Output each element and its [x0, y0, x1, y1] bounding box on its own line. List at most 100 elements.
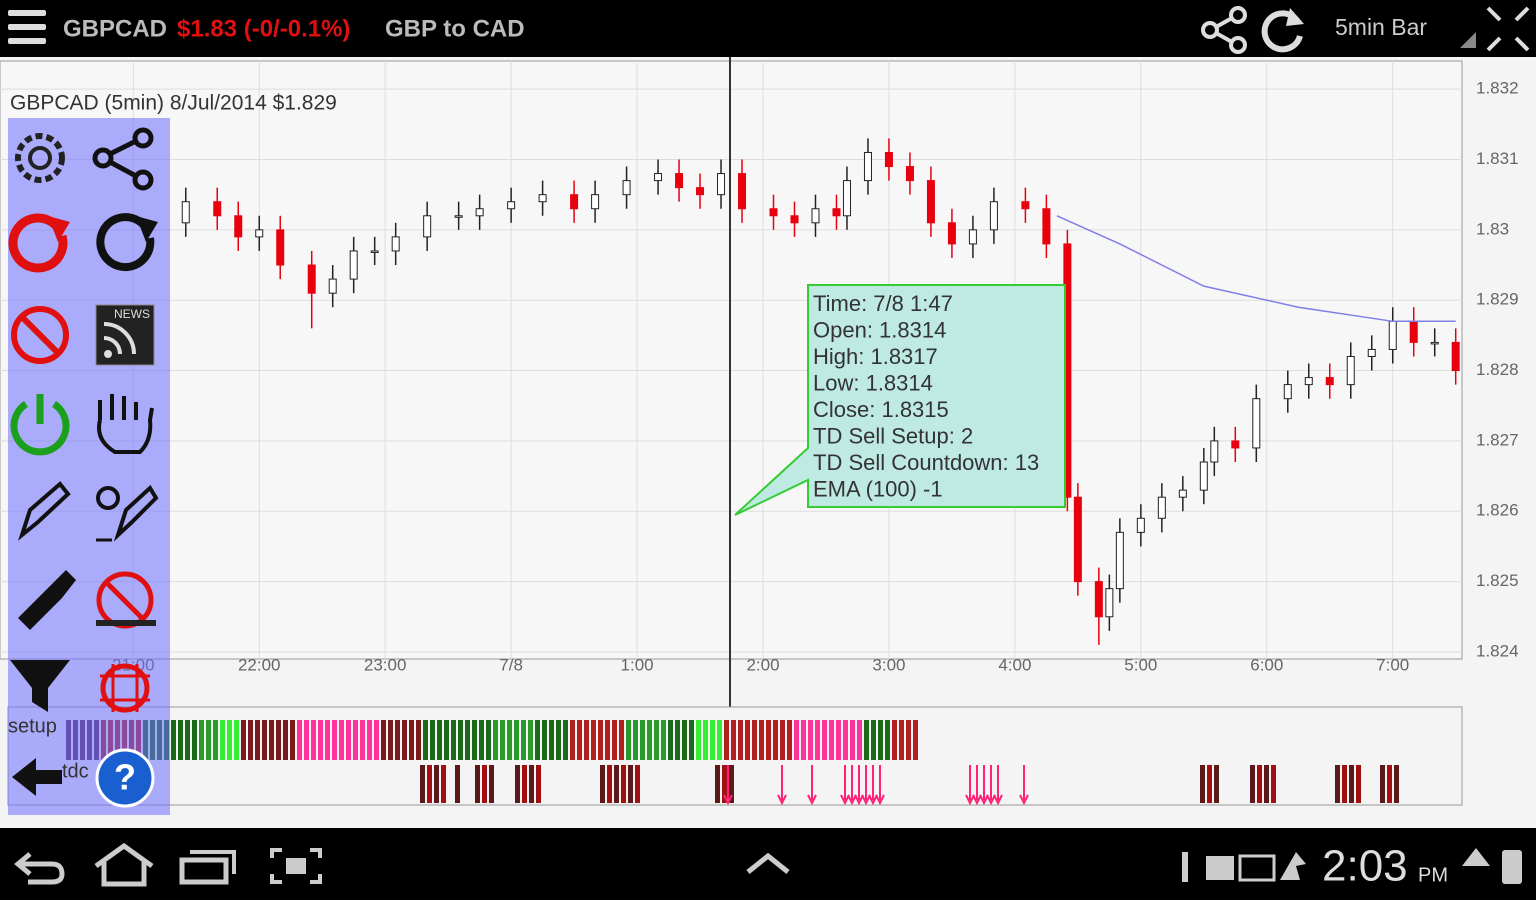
- refresh-icon[interactable]: [96, 213, 158, 272]
- nav-home[interactable]: [94, 842, 154, 887]
- no-flash-icon[interactable]: [96, 571, 156, 629]
- refresh-red-icon[interactable]: [8, 213, 70, 273]
- candle-body: [1105, 588, 1114, 618]
- countdown-bar: [729, 765, 734, 803]
- indicator-bar: [598, 720, 603, 760]
- indicator-bar: [388, 720, 393, 760]
- hand-icon[interactable]: [97, 394, 154, 454]
- countdown-bar: [420, 765, 425, 803]
- candle-body: [1252, 398, 1261, 449]
- candle-body: [622, 180, 631, 196]
- countdown-bar: [441, 765, 446, 803]
- countdown-bar: [607, 765, 612, 803]
- nav-up[interactable]: [746, 852, 790, 874]
- filter-icon[interactable]: [10, 660, 70, 712]
- indicator-bar: [682, 720, 687, 760]
- pencil-target-icon[interactable]: [96, 484, 159, 542]
- indicator-bar: [871, 720, 876, 760]
- pencil-icon[interactable]: [18, 481, 71, 541]
- share-icon[interactable]: [92, 127, 154, 191]
- countdown-bar: [1207, 765, 1212, 803]
- tooltip-line: TD Sell Setup: 2: [813, 423, 973, 448]
- candle-body: [538, 194, 547, 203]
- countdown-bar: [427, 765, 432, 803]
- candle-body: [947, 222, 956, 245]
- candle-body: [832, 208, 841, 217]
- countdown-bar: [515, 765, 520, 803]
- candle-body: [307, 264, 316, 294]
- countdown-arrow: [723, 765, 733, 806]
- bar-selector[interactable]: 5min Bar: [1335, 14, 1427, 40]
- tooltip-line: Low: 1.8314: [813, 370, 933, 395]
- nav-recent[interactable]: [179, 850, 236, 885]
- share-button[interactable]: [1201, 6, 1247, 54]
- candle-body: [475, 208, 484, 217]
- indicator-bar: [899, 720, 904, 760]
- news-icon[interactable]: NEWS: [95, 304, 155, 366]
- countdown-arrow: [993, 765, 1003, 806]
- countdown-bar: [1250, 765, 1255, 803]
- indicator-bar: [801, 720, 806, 760]
- candle-body: [1451, 341, 1460, 372]
- nav-screenshot[interactable]: [270, 848, 322, 884]
- fullscreen-button[interactable]: [1486, 6, 1530, 52]
- indicator-bar: [171, 720, 176, 760]
- indicator-bar: [661, 720, 666, 760]
- indicator-bar: [857, 720, 862, 760]
- indicator-bar: [255, 720, 260, 760]
- power-icon[interactable]: [10, 394, 70, 456]
- indicator-bar: [241, 720, 246, 760]
- y-tick-label: 1.829: [1476, 290, 1519, 309]
- menu-button[interactable]: [8, 10, 46, 44]
- nav-back[interactable]: [14, 852, 65, 885]
- countdown-bar: [614, 765, 619, 803]
- tooltip-line: High: 1.8317: [813, 344, 938, 369]
- countdown-arrow: [861, 765, 871, 806]
- countdown-bar: [628, 765, 633, 803]
- status-icons: [1182, 848, 1522, 884]
- refresh-button[interactable]: [1261, 8, 1304, 53]
- x-tick-label: 3:00: [872, 655, 905, 674]
- indicator-bar: [647, 720, 652, 760]
- help-icon[interactable]: ?: [95, 748, 155, 808]
- indicator-bar: [444, 720, 449, 760]
- candle-body: [1073, 496, 1082, 583]
- countdown-bar: [1380, 765, 1385, 803]
- indicator-bar: [906, 720, 911, 760]
- candle-body: [591, 194, 600, 210]
- indicator-bar: [290, 720, 295, 760]
- indicator-bar: [759, 720, 764, 760]
- back-icon[interactable]: [12, 758, 62, 796]
- candle-body: [811, 208, 820, 224]
- indicator-bar: [423, 720, 428, 760]
- indicator-bar: [864, 720, 869, 760]
- candle-body: [1210, 440, 1219, 463]
- indicator-bar: [794, 720, 799, 760]
- candle-body: [370, 250, 379, 253]
- candle-body: [989, 201, 998, 231]
- indicator-bar: [416, 720, 421, 760]
- countdown-bar: [489, 765, 494, 803]
- candle-body: [790, 215, 799, 224]
- candle-body: [276, 229, 285, 266]
- no-news-icon[interactable]: [11, 306, 69, 364]
- indicator-bar: [486, 720, 491, 760]
- x-tick-label: 23:00: [364, 655, 407, 674]
- countdown-arrow: [777, 765, 787, 806]
- indicator-bar: [227, 720, 232, 760]
- settings-icon[interactable]: [15, 133, 65, 183]
- nav-bar: [0, 828, 1536, 900]
- ema-line: [1056, 215, 1456, 323]
- indicator-bar: [591, 720, 596, 760]
- no-grid-icon[interactable]: [100, 663, 150, 713]
- flashlight-icon[interactable]: [18, 570, 76, 630]
- indicator-bar: [710, 720, 715, 760]
- candle-body: [926, 180, 935, 224]
- candle-body: [968, 229, 977, 245]
- candle-body: [738, 173, 747, 210]
- countdown-arrow: [965, 765, 975, 806]
- indicator-bar: [206, 720, 211, 760]
- candle-body: [1042, 208, 1051, 245]
- candle-body: [675, 173, 684, 189]
